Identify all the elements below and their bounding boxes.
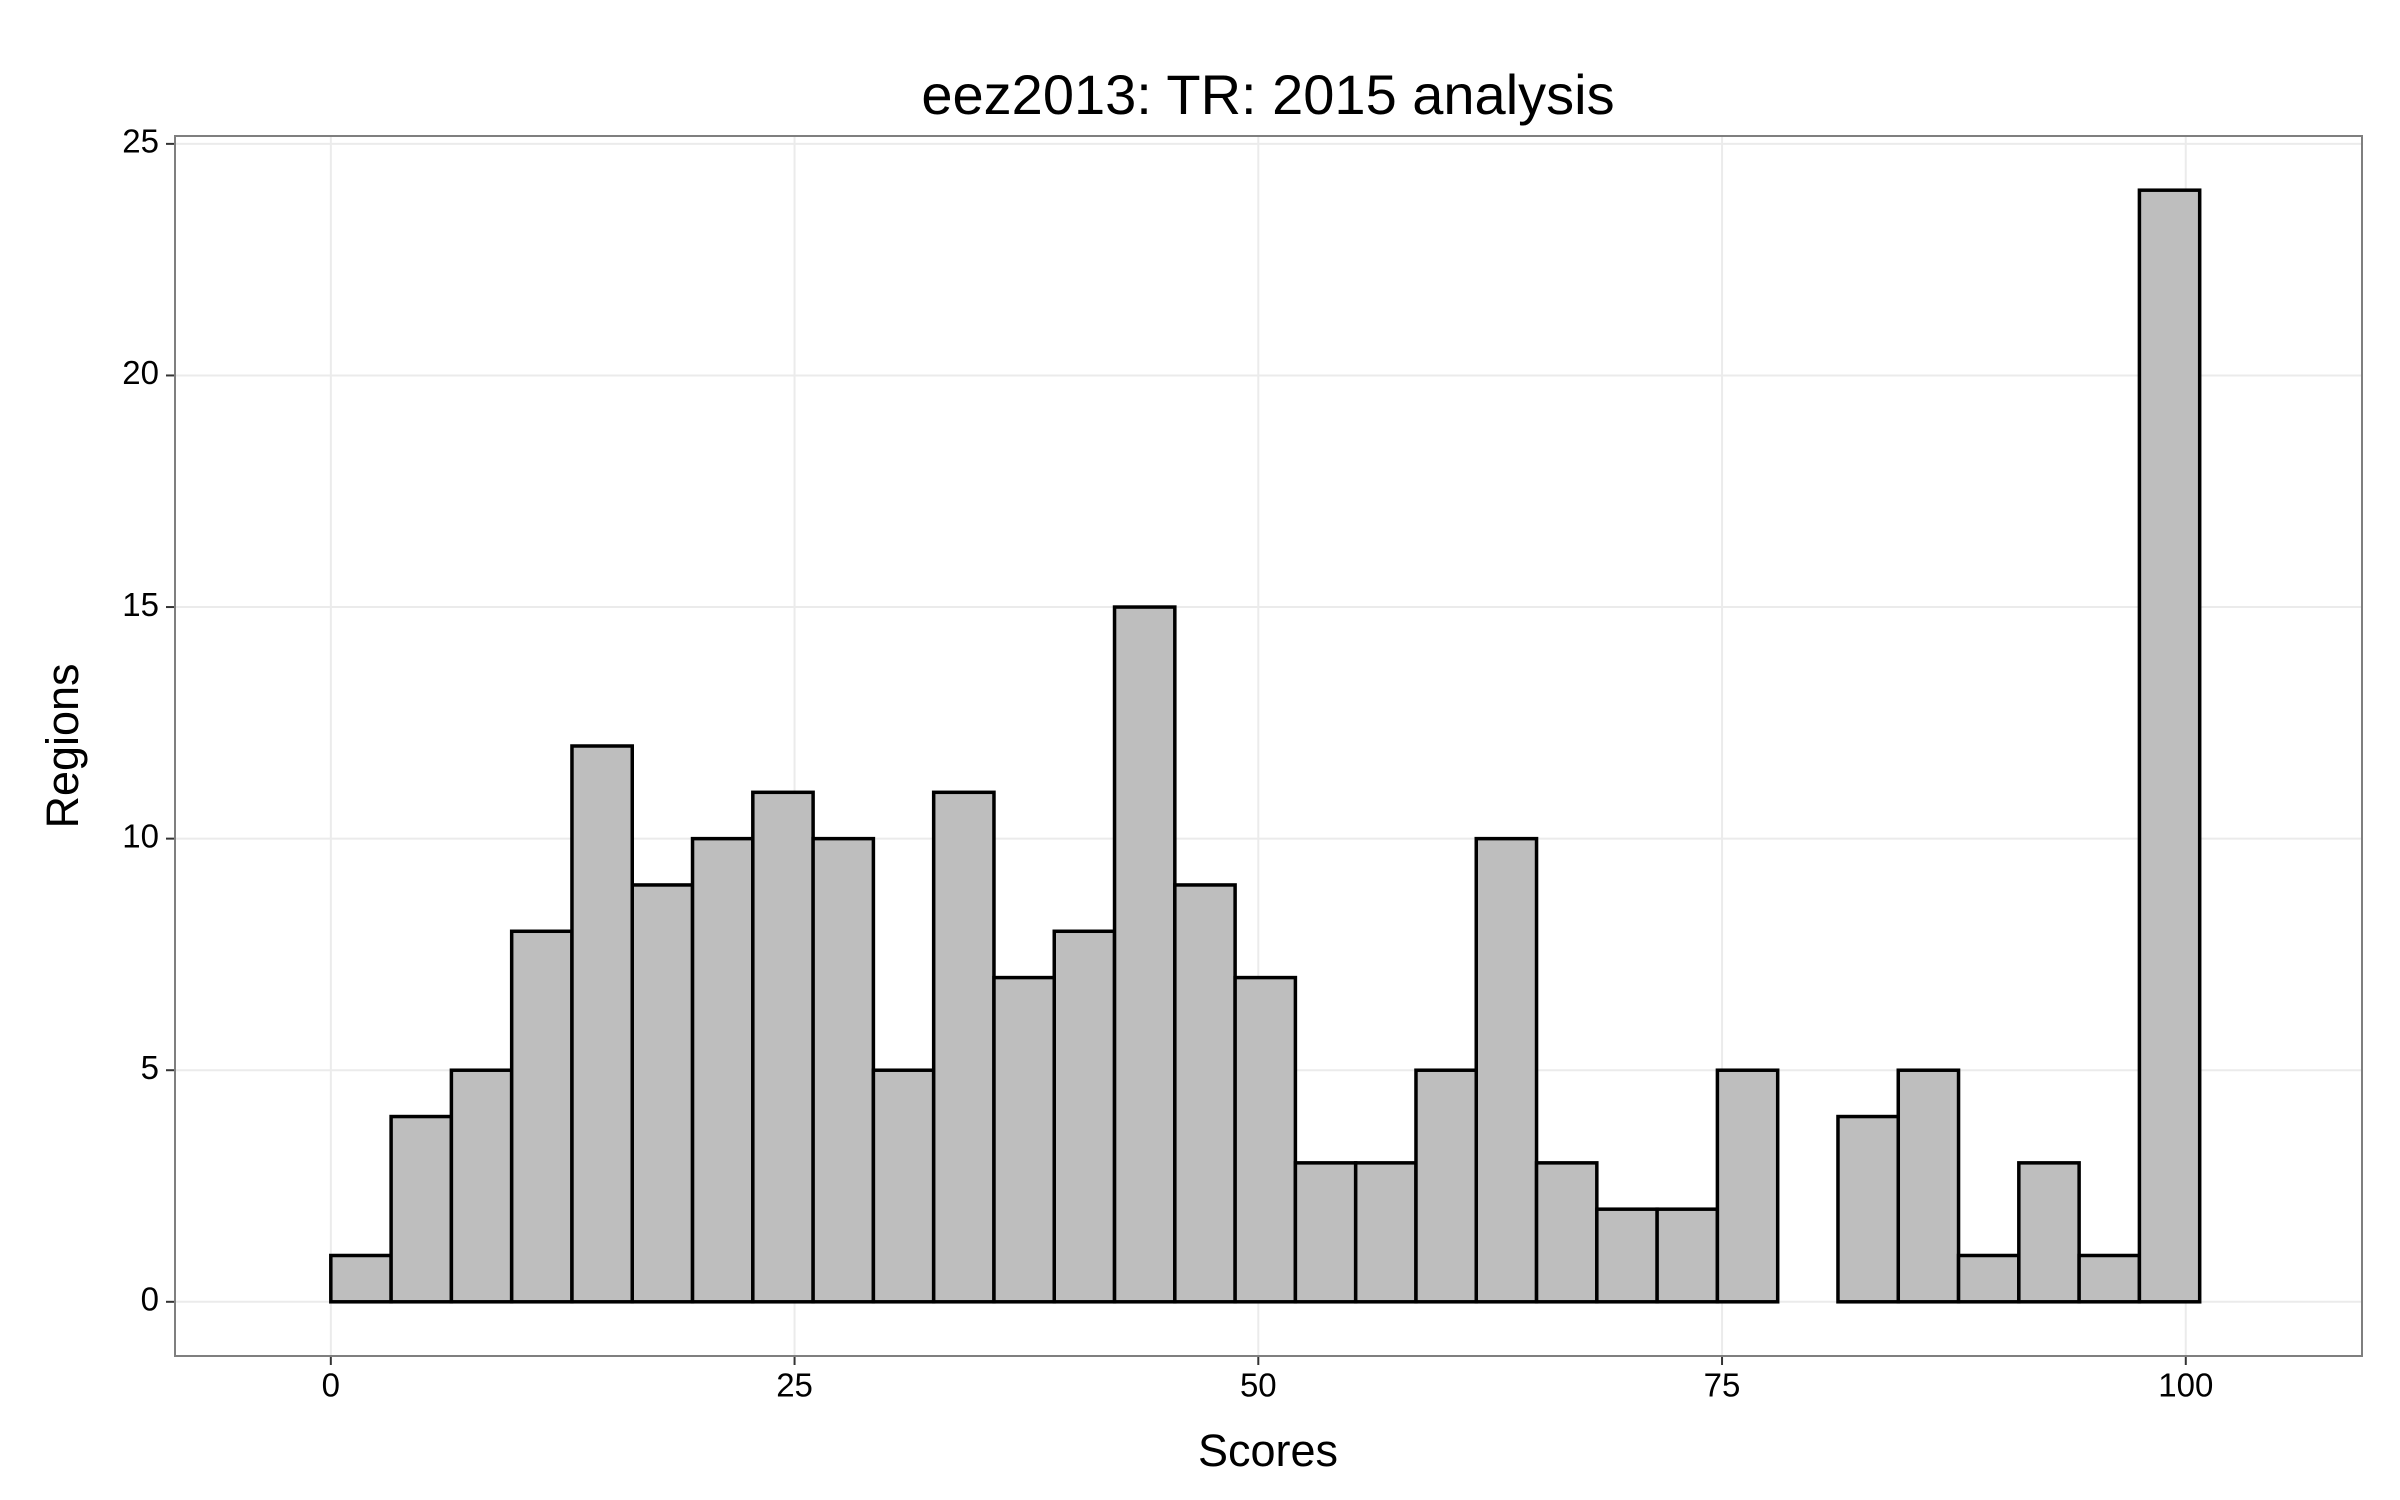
bar bbox=[630, 883, 695, 1304]
bar bbox=[1414, 1068, 1479, 1304]
bar bbox=[1233, 975, 1298, 1304]
bar bbox=[1836, 1114, 1901, 1304]
x-tick-label: 75 bbox=[1704, 1367, 1741, 1404]
bar bbox=[1293, 1161, 1358, 1304]
bar bbox=[751, 790, 815, 1304]
bar bbox=[1173, 883, 1237, 1304]
bar bbox=[1595, 1207, 1659, 1304]
y-axis-title: Regions bbox=[37, 663, 88, 828]
bar bbox=[871, 1068, 936, 1304]
bar bbox=[2077, 1253, 2142, 1304]
plot-border bbox=[174, 135, 2363, 1357]
bar bbox=[1715, 1068, 1780, 1304]
bar bbox=[449, 1068, 514, 1304]
bar bbox=[1655, 1207, 1720, 1304]
y-tick-label: 20 bbox=[122, 354, 159, 391]
x-tick-label: 50 bbox=[1240, 1367, 1277, 1404]
bar bbox=[329, 1253, 393, 1304]
bar bbox=[1896, 1068, 1961, 1304]
x-axis-title: Scores bbox=[1198, 1425, 1338, 1476]
bar bbox=[690, 836, 755, 1304]
bar bbox=[1534, 1161, 1599, 1304]
bar bbox=[1353, 1161, 1418, 1304]
bar bbox=[1474, 836, 1539, 1304]
y-tick-label: 10 bbox=[122, 817, 159, 854]
y-tick-label: 5 bbox=[141, 1049, 159, 1086]
bar bbox=[992, 975, 1057, 1304]
chart-title: eez2013: TR: 2015 analysis bbox=[921, 63, 1614, 126]
bar bbox=[811, 836, 876, 1304]
bar bbox=[2137, 188, 2202, 1304]
bar bbox=[1052, 929, 1117, 1304]
bar bbox=[509, 929, 574, 1304]
x-tick-label: 0 bbox=[322, 1367, 340, 1404]
bar bbox=[1956, 1253, 2021, 1304]
x-tick-label: 100 bbox=[2158, 1367, 2213, 1404]
y-tick-label: 0 bbox=[141, 1281, 159, 1318]
bar bbox=[389, 1114, 454, 1304]
bar bbox=[2017, 1161, 2081, 1304]
y-tick-label: 25 bbox=[122, 123, 159, 160]
bar bbox=[570, 744, 634, 1304]
bar bbox=[1112, 605, 1177, 1304]
x-tick-label: 25 bbox=[776, 1367, 813, 1404]
bar bbox=[931, 790, 996, 1304]
y-tick-label: 15 bbox=[122, 586, 159, 623]
